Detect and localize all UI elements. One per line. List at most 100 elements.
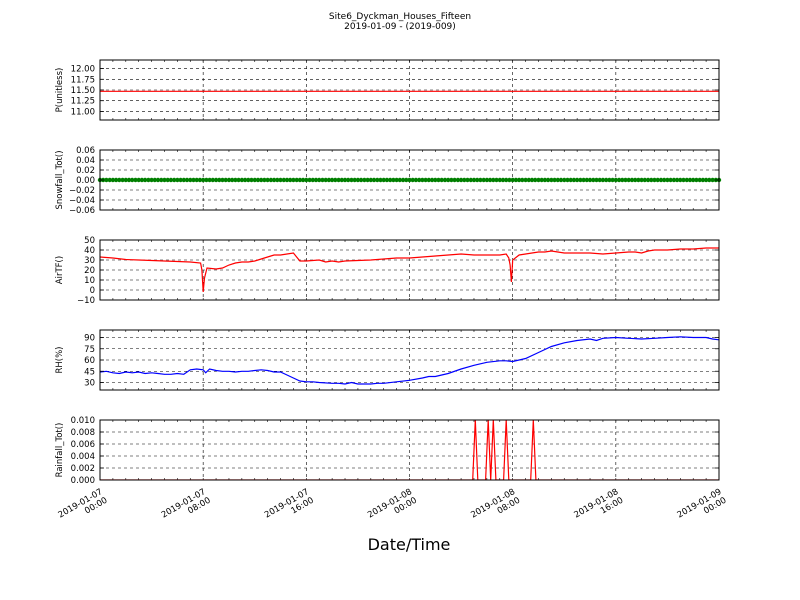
data-point [658, 177, 664, 183]
x-tick-label: 2019-01-0816:00 [573, 487, 626, 529]
data-point [510, 177, 515, 183]
data-point [155, 177, 161, 183]
data-point [172, 177, 177, 183]
data-point [133, 177, 138, 183]
data-point [494, 177, 499, 183]
data-point [223, 177, 228, 183]
data-point [636, 177, 641, 183]
data-point [491, 177, 496, 183]
data-point [446, 177, 451, 183]
data-point [123, 177, 128, 183]
y-tick-label: 90 [84, 334, 95, 344]
data-point [188, 177, 193, 183]
plot-frame [99, 59, 720, 121]
data-point [552, 177, 557, 183]
data-point [107, 177, 112, 183]
y-tick-label: 0.06 [76, 146, 95, 156]
data-point [388, 177, 393, 183]
data-point [262, 177, 267, 183]
data-point [178, 177, 183, 183]
data-point [204, 177, 209, 183]
y-tick-label: 60 [84, 356, 95, 366]
data-point [381, 177, 386, 183]
data-point [578, 177, 583, 183]
data-point [362, 177, 367, 183]
data-point [336, 177, 341, 183]
y-tick-label: 0.00 [76, 176, 95, 186]
data-point [259, 177, 264, 183]
data-point [184, 177, 190, 183]
x-axis-label: Date/Time [368, 535, 451, 554]
data-point [384, 177, 390, 183]
data-point [271, 177, 277, 183]
data-point [452, 177, 457, 183]
data-point [375, 177, 380, 183]
data-point [120, 177, 125, 183]
data-point [233, 177, 238, 183]
plot-frame [99, 149, 720, 211]
data-point [407, 177, 412, 183]
data-point [652, 177, 657, 183]
data-point [516, 177, 522, 183]
data-point [700, 177, 706, 183]
x-tick-label: 2019-01-0708:00 [160, 487, 213, 529]
data-point [439, 177, 444, 183]
data-point [674, 177, 680, 183]
data-point [201, 177, 206, 183]
data-point [329, 177, 335, 183]
data-point [562, 177, 567, 183]
data-point [678, 177, 683, 183]
data-point [504, 177, 509, 183]
data-point [597, 177, 602, 183]
data-point [484, 177, 490, 183]
x-tick-label: 2019-01-0716:00 [263, 487, 316, 529]
data-point [117, 177, 122, 183]
data-point [665, 177, 670, 183]
data-point [310, 177, 315, 183]
y-tick-label: 50 [84, 236, 95, 246]
data-point [333, 177, 338, 183]
y-tick-label: 30 [84, 379, 95, 389]
data-point [326, 177, 332, 183]
data-point [613, 177, 618, 183]
chart-title: Site6_Dyckman_Houses_Fifteen [329, 12, 471, 22]
data-point [368, 177, 373, 183]
y-tick-label: 12.00 [71, 65, 95, 75]
data-point [413, 177, 419, 183]
data-point [429, 177, 435, 183]
data-point [358, 177, 364, 183]
plot-frame [99, 239, 720, 301]
data-point [417, 177, 422, 183]
data-point [694, 177, 699, 183]
data-point [623, 177, 628, 183]
data-point [371, 177, 377, 183]
data-point [607, 177, 612, 183]
data-point [220, 177, 225, 183]
data-point [481, 177, 486, 183]
data-point [320, 177, 325, 183]
y-tick-label: 0.002 [71, 464, 95, 474]
data-point [691, 177, 696, 183]
data-point [249, 177, 254, 183]
data-point [197, 177, 203, 183]
data-point [323, 177, 328, 183]
y-tick-label: 20 [84, 266, 95, 276]
data-point [139, 177, 145, 183]
data-point [507, 177, 512, 183]
data-point [365, 177, 370, 183]
data-point [181, 177, 186, 183]
data-point [113, 177, 119, 183]
data-point [213, 177, 219, 183]
data-point [394, 177, 399, 183]
series-line [100, 420, 719, 480]
subplot-5: 0.000 0.002 0.004 0.006 0.008 0.010 Rainfall_T… [55, 416, 720, 486]
data-point [542, 177, 548, 183]
data-point [594, 177, 599, 183]
data-point [275, 177, 280, 183]
x-axis-tick-labels: 2019-01-0700:00 2019-01-0708:00 2019-01-07… [57, 487, 729, 529]
data-point [442, 177, 448, 183]
y-tick-label: 0.006 [71, 440, 95, 450]
data-point [142, 177, 148, 183]
